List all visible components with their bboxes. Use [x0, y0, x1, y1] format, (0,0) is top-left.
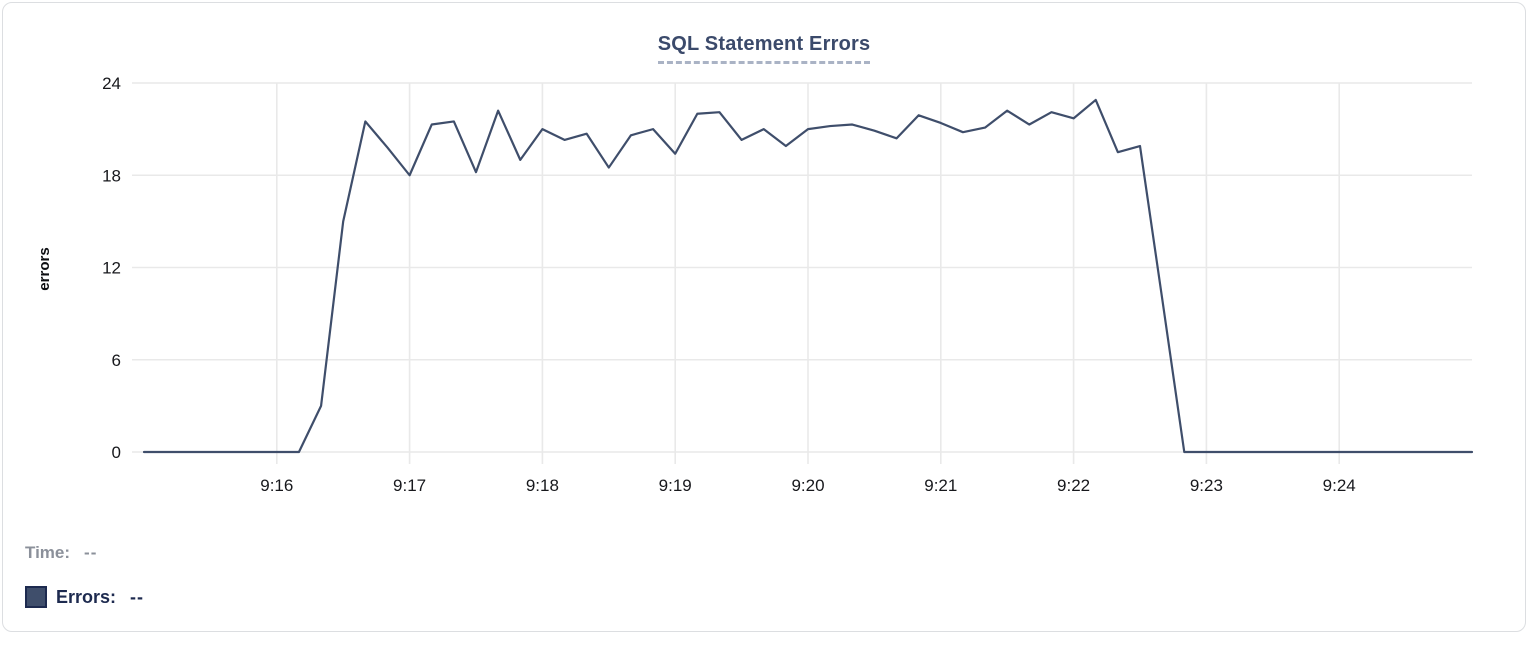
x-tick-label-9:21: 9:21 — [924, 476, 957, 495]
x-tick-label-9:16: 9:16 — [260, 476, 293, 495]
legend-time-value: -- — [84, 543, 98, 562]
x-tick-label-9:20: 9:20 — [791, 476, 824, 495]
errors-series-line[interactable] — [142, 98, 1474, 454]
x-tick-label-9:19: 9:19 — [659, 476, 692, 495]
y-axis-title: errors — [36, 247, 53, 290]
x-tick-label-9:23: 9:23 — [1190, 476, 1223, 495]
y-tick-label-18: 18 — [102, 166, 121, 185]
legend-errors-label: Errors: — [56, 586, 117, 607]
y-tick-label-6: 6 — [112, 351, 121, 370]
y-tick-label-12: 12 — [102, 259, 121, 278]
legend-errors-value: -- — [130, 586, 145, 607]
y-tick-label-24: 24 — [102, 74, 121, 93]
x-tick-label-9:24: 9:24 — [1323, 476, 1356, 495]
x-tick-label-9:22: 9:22 — [1057, 476, 1090, 495]
errors-line-chart[interactable]: 0 6 12 18 24 9:16 9:17 9:18 9:19 9:20 9:21 9:22 9:23… — [3, 3, 1527, 513]
x-tick-label-9:17: 9:17 — [393, 476, 426, 495]
chart-card: SQL Statement Errors 0 6 12 18 24 9:16 9:17 9:1… — [2, 2, 1526, 632]
errors-series-swatch — [25, 586, 47, 608]
legend-time-readout: Time: -- — [25, 543, 97, 563]
x-tick-label-9:18: 9:18 — [526, 476, 559, 495]
legend-errors-item[interactable]: Errors: -- — [25, 586, 144, 608]
legend-time-label: Time: — [25, 543, 71, 562]
chart-header: SQL Statement Errors — [3, 3, 1525, 64]
chart-title[interactable]: SQL Statement Errors — [657, 33, 871, 64]
y-tick-label-0: 0 — [112, 443, 121, 462]
